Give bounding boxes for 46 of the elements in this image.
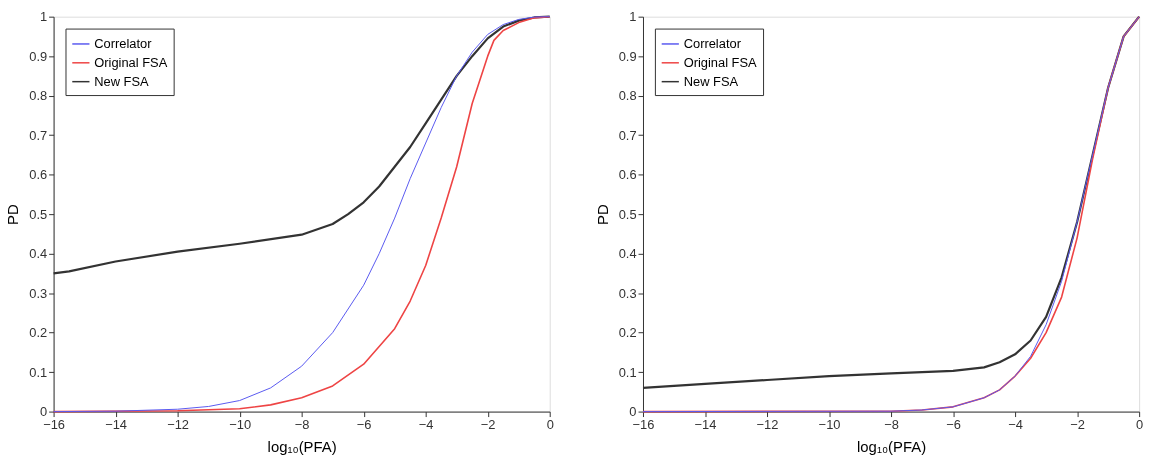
- legend-label: Correlator: [94, 35, 153, 51]
- y-axis-title: PD: [5, 204, 22, 225]
- y-tick-label: 1: [629, 9, 637, 25]
- y-tick-label: 0.2: [29, 325, 48, 341]
- y-tick-label: 0.2: [618, 325, 637, 341]
- x-tick-label: −6: [946, 416, 961, 432]
- y-tick-label: 0.8: [29, 88, 48, 104]
- legend-label: Original FSA: [683, 54, 758, 70]
- y-tick-label: 0.1: [29, 364, 48, 380]
- x-tick-label: 0: [546, 416, 554, 432]
- x-axis-title: log₁₀(PFA): [857, 438, 927, 455]
- x-axis-title: log₁₀(PFA): [267, 438, 337, 455]
- legend-label: Original FSA: [94, 54, 168, 70]
- legend-label: Correlator: [683, 35, 742, 51]
- y-tick-label: 0.7: [618, 127, 637, 143]
- x-tick-label: −14: [694, 416, 717, 432]
- x-tick-label: −6: [356, 416, 372, 432]
- y-tick-label: 1: [39, 9, 48, 25]
- x-tick-label: −10: [229, 416, 252, 432]
- y-tick-label: 0.5: [618, 206, 637, 222]
- legend-label: New FSA: [683, 73, 739, 89]
- y-tick-label: 0.6: [618, 167, 637, 183]
- y-tick-label: 0.9: [618, 48, 637, 64]
- x-tick-label: −2: [1070, 416, 1085, 432]
- y-axis-title: PD: [594, 204, 611, 225]
- y-tick-label: 0.4: [618, 246, 637, 262]
- x-tick-label: 0: [1136, 416, 1144, 432]
- y-tick-label: 0.8: [618, 88, 637, 104]
- x-tick-label: −14: [105, 416, 128, 432]
- legend-label: New FSA: [94, 73, 150, 89]
- x-tick-label: −4: [418, 416, 434, 432]
- y-tick-label: 0.9: [29, 48, 48, 64]
- y-tick-label: 0.3: [29, 285, 48, 301]
- x-tick-label: −12: [756, 416, 779, 432]
- y-tick-label: 0.4: [29, 246, 48, 262]
- x-tick-label: −2: [480, 416, 496, 432]
- y-tick-label: 0.3: [618, 285, 637, 301]
- y-tick-label: 0.6: [29, 167, 48, 183]
- y-tick-label: 0.7: [29, 127, 48, 143]
- x-tick-label: −10: [818, 416, 841, 432]
- y-tick-label: 0.1: [618, 364, 637, 380]
- x-tick-label: −8: [294, 416, 310, 432]
- x-tick-label: −12: [167, 416, 190, 432]
- x-tick-label: −4: [1008, 416, 1023, 432]
- x-tick-label: −8: [884, 416, 899, 432]
- y-tick-label: 0.5: [29, 206, 48, 222]
